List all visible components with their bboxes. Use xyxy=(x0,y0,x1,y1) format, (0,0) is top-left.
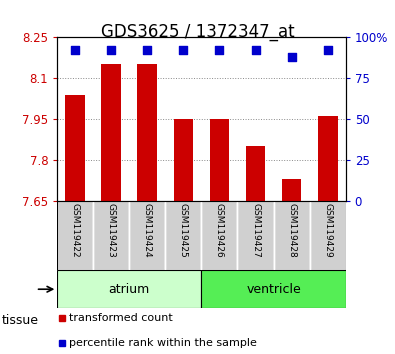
Text: GSM119428: GSM119428 xyxy=(287,203,296,258)
Text: GSM119427: GSM119427 xyxy=(251,203,260,258)
Point xyxy=(180,47,186,53)
Text: atrium: atrium xyxy=(109,283,150,296)
Point xyxy=(72,47,79,53)
Text: tissue: tissue xyxy=(2,314,39,327)
Bar xyxy=(93,201,130,270)
Text: GSM119424: GSM119424 xyxy=(143,203,152,258)
Text: transformed count: transformed count xyxy=(69,313,173,323)
Bar xyxy=(310,201,346,270)
Text: ventricle: ventricle xyxy=(246,283,301,296)
Bar xyxy=(137,64,157,201)
Bar xyxy=(274,201,310,270)
Bar xyxy=(246,147,265,201)
Text: GSM119425: GSM119425 xyxy=(179,203,188,258)
Point xyxy=(216,47,223,53)
Point xyxy=(252,47,259,53)
Bar xyxy=(282,179,301,201)
Bar xyxy=(130,201,166,270)
Bar xyxy=(166,201,201,270)
Point xyxy=(324,47,331,53)
Point xyxy=(108,47,115,53)
Text: GSM119426: GSM119426 xyxy=(215,203,224,258)
Point xyxy=(288,54,295,60)
Bar xyxy=(318,116,337,201)
Bar xyxy=(102,64,121,201)
Bar xyxy=(237,201,274,270)
Point xyxy=(144,47,150,53)
Text: percentile rank within the sample: percentile rank within the sample xyxy=(69,337,257,348)
Text: GDS3625 / 1372347_at: GDS3625 / 1372347_at xyxy=(101,23,294,41)
Bar xyxy=(66,95,85,201)
Bar xyxy=(210,119,229,201)
Text: GSM119423: GSM119423 xyxy=(107,203,116,258)
Bar xyxy=(57,270,201,308)
Bar xyxy=(173,119,193,201)
Text: GSM119429: GSM119429 xyxy=(323,203,332,258)
Text: GSM119422: GSM119422 xyxy=(71,203,80,258)
Bar xyxy=(201,201,237,270)
Bar xyxy=(57,201,93,270)
Bar xyxy=(201,270,346,308)
